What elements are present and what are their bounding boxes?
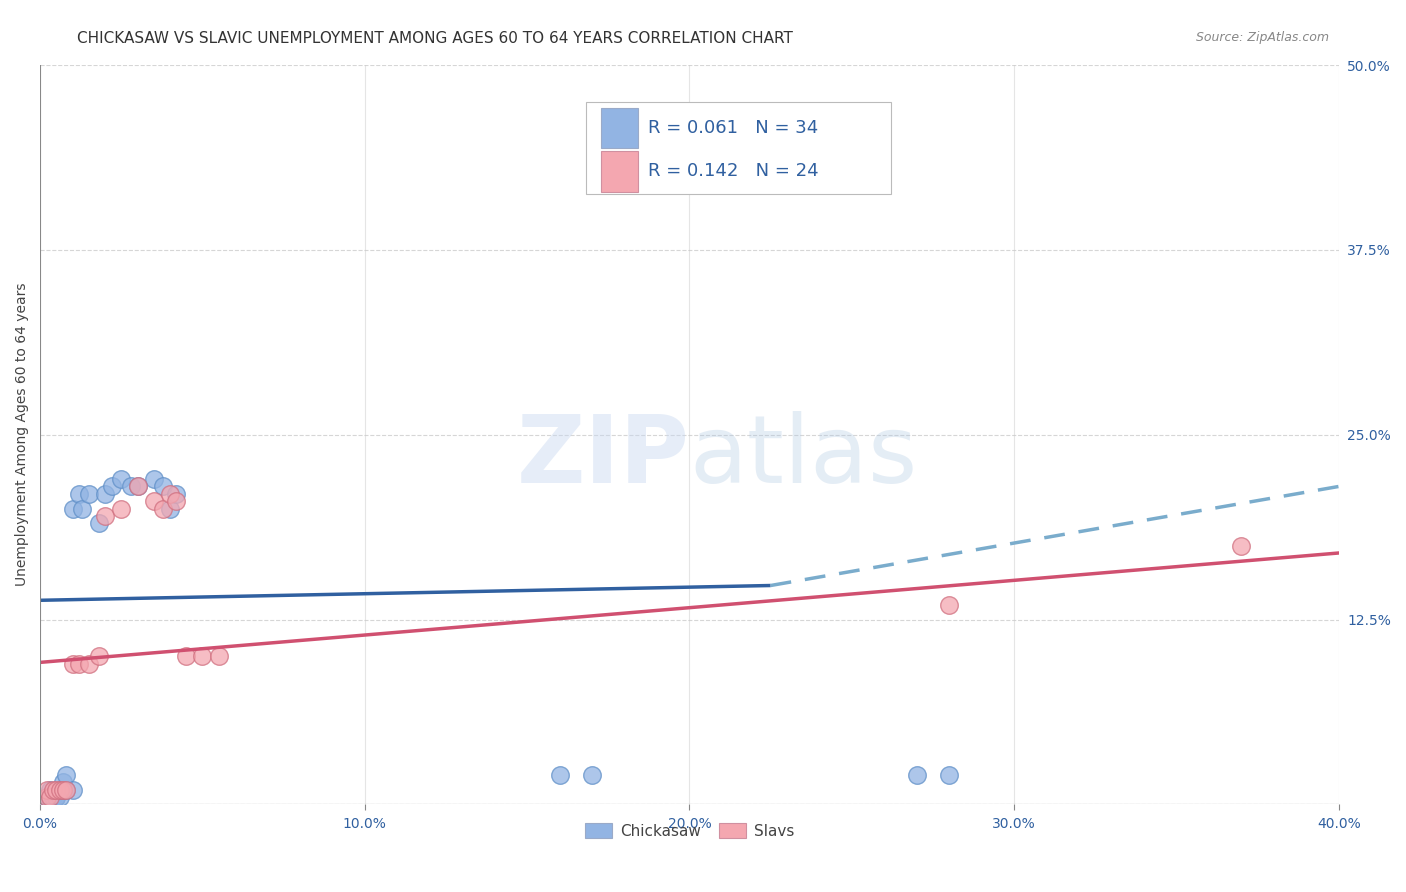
Point	[77, 487, 100, 501]
Point	[120, 479, 142, 493]
Point	[35, 789, 58, 804]
Point	[52, 782, 75, 797]
Point	[55, 782, 77, 797]
Point	[77, 657, 100, 671]
Point	[55, 782, 77, 797]
FancyBboxPatch shape	[585, 102, 891, 194]
Point	[42, 789, 65, 804]
Point	[94, 508, 117, 523]
Text: R = 0.142   N = 24: R = 0.142 N = 24	[648, 162, 818, 180]
Point	[87, 516, 110, 531]
Point	[142, 494, 165, 508]
Text: Source: ZipAtlas.com: Source: ZipAtlas.com	[1195, 31, 1329, 45]
Text: atlas: atlas	[689, 411, 918, 503]
Text: CHICKASAW VS SLAVIC UNEMPLOYMENT AMONG AGES 60 TO 64 YEARS CORRELATION CHART: CHICKASAW VS SLAVIC UNEMPLOYMENT AMONG A…	[77, 31, 793, 46]
Point	[45, 789, 67, 804]
Point	[45, 789, 67, 804]
Y-axis label: Unemployment Among Ages 60 to 64 years: Unemployment Among Ages 60 to 64 years	[15, 283, 30, 586]
Point	[87, 649, 110, 664]
Point	[127, 479, 149, 493]
Point	[48, 782, 70, 797]
Point	[110, 501, 132, 516]
Point	[45, 782, 67, 797]
Point	[905, 768, 928, 782]
Point	[159, 501, 181, 516]
Point	[52, 775, 75, 789]
Point	[62, 501, 84, 516]
Point	[42, 782, 65, 797]
Point	[191, 649, 214, 664]
Point	[938, 598, 960, 612]
Point	[142, 472, 165, 486]
Point	[174, 649, 197, 664]
Point	[152, 479, 174, 493]
Point	[166, 494, 188, 508]
Point	[38, 789, 60, 804]
Point	[35, 782, 58, 797]
Point	[35, 789, 58, 804]
Point	[35, 789, 58, 804]
Point	[38, 782, 60, 797]
Text: ZIP: ZIP	[516, 411, 689, 503]
Point	[581, 768, 603, 782]
Point	[62, 782, 84, 797]
Point	[166, 487, 188, 501]
Point	[67, 487, 90, 501]
Point	[62, 657, 84, 671]
Point	[152, 501, 174, 516]
Point	[127, 479, 149, 493]
Point	[38, 789, 60, 804]
Bar	[602, 108, 637, 148]
Point	[42, 789, 65, 804]
Point	[208, 649, 231, 664]
Point	[72, 501, 94, 516]
Bar	[602, 151, 637, 192]
Point	[100, 479, 122, 493]
Point	[159, 487, 181, 501]
Point	[110, 472, 132, 486]
Text: R = 0.061   N = 34: R = 0.061 N = 34	[648, 119, 818, 137]
Point	[548, 768, 571, 782]
Point	[1230, 539, 1253, 553]
Point	[67, 657, 90, 671]
Point	[55, 768, 77, 782]
Point	[938, 768, 960, 782]
Point	[45, 789, 67, 804]
Point	[48, 782, 70, 797]
Point	[52, 782, 75, 797]
Legend: Chickasaw, Slavs: Chickasaw, Slavs	[578, 816, 800, 845]
Point	[48, 789, 70, 804]
Point	[94, 487, 117, 501]
